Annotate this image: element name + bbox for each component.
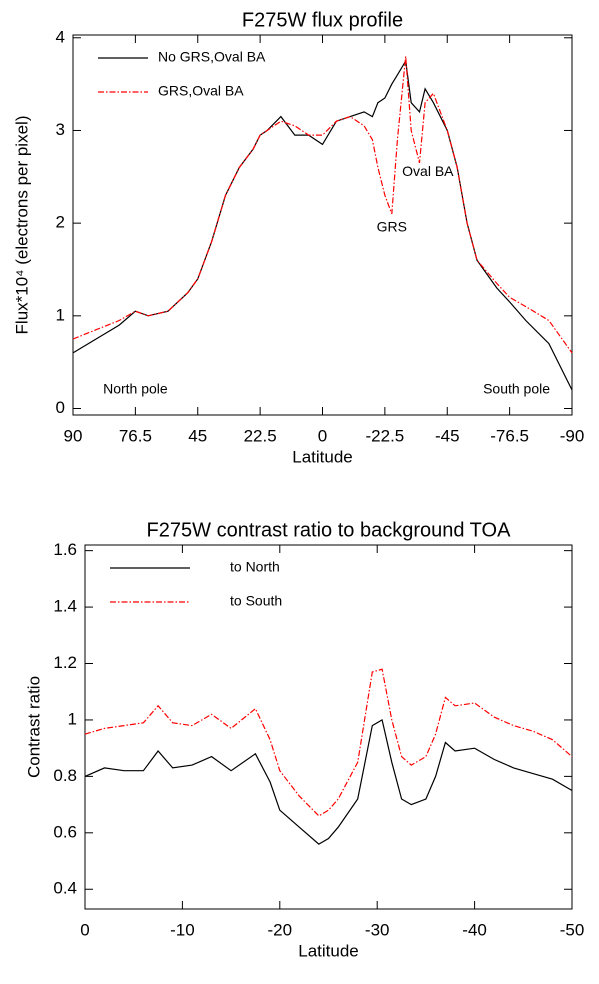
x-tick-label: -30 xyxy=(365,920,390,939)
y-axis-label: Contrast ratio xyxy=(24,676,43,778)
x-tick-label: 45 xyxy=(188,426,207,445)
y-tick-label: 4 xyxy=(56,27,65,46)
data-line xyxy=(72,56,573,354)
data-line xyxy=(72,59,573,391)
annotation: GRS xyxy=(377,218,407,234)
data-line xyxy=(84,668,573,817)
annotation: Oval BA xyxy=(402,163,454,179)
x-tick-label: -50 xyxy=(560,920,585,939)
x-tick-label: -22.5 xyxy=(366,426,405,445)
x-tick-label: -40 xyxy=(462,920,487,939)
y-tick-label: 2 xyxy=(56,213,65,232)
y-axis-label: Flux*10⁴ (electrons per pixel) xyxy=(12,116,31,335)
x-axis-label: Latitude xyxy=(292,447,353,466)
y-tick-label: 0.6 xyxy=(53,822,77,841)
legend-label: to South xyxy=(230,593,282,609)
y-tick-label: 1 xyxy=(68,709,77,728)
plot-frame xyxy=(84,544,573,910)
x-tick-label: -10 xyxy=(170,920,195,939)
legend-label: to North xyxy=(230,559,280,575)
x-tick-label: 22.5 xyxy=(244,426,277,445)
legend-label: GRS,Oval BA xyxy=(158,83,244,99)
data-line xyxy=(84,718,573,845)
x-tick-label: -76.5 xyxy=(490,426,529,445)
y-tick-label: 3 xyxy=(56,120,65,139)
x-tick-label: 76.5 xyxy=(119,426,152,445)
y-tick-label: 1.2 xyxy=(53,653,77,672)
y-tick-label: 1.4 xyxy=(53,597,77,616)
y-tick-label: 0.4 xyxy=(53,879,77,898)
x-tick-label: -90 xyxy=(560,426,585,445)
x-tick-label: 90 xyxy=(64,426,83,445)
annotation: South pole xyxy=(483,381,550,397)
x-tick-label: -20 xyxy=(268,920,293,939)
chart-title: F275W contrast ratio to background TOA xyxy=(147,519,512,541)
legend-label: No GRS,Oval BA xyxy=(158,49,266,65)
y-tick-label: 0 xyxy=(56,398,65,417)
x-tick-label: -45 xyxy=(435,426,460,445)
y-tick-label: 1.6 xyxy=(53,540,77,559)
y-tick-label: 1 xyxy=(56,305,65,324)
x-tick-label: 0 xyxy=(80,920,89,939)
x-axis-label: Latitude xyxy=(298,941,359,960)
annotation: North pole xyxy=(103,381,168,397)
chart-title: F275W flux profile xyxy=(242,9,403,31)
y-tick-label: 0.8 xyxy=(53,766,77,785)
x-tick-label: 0 xyxy=(318,426,327,445)
